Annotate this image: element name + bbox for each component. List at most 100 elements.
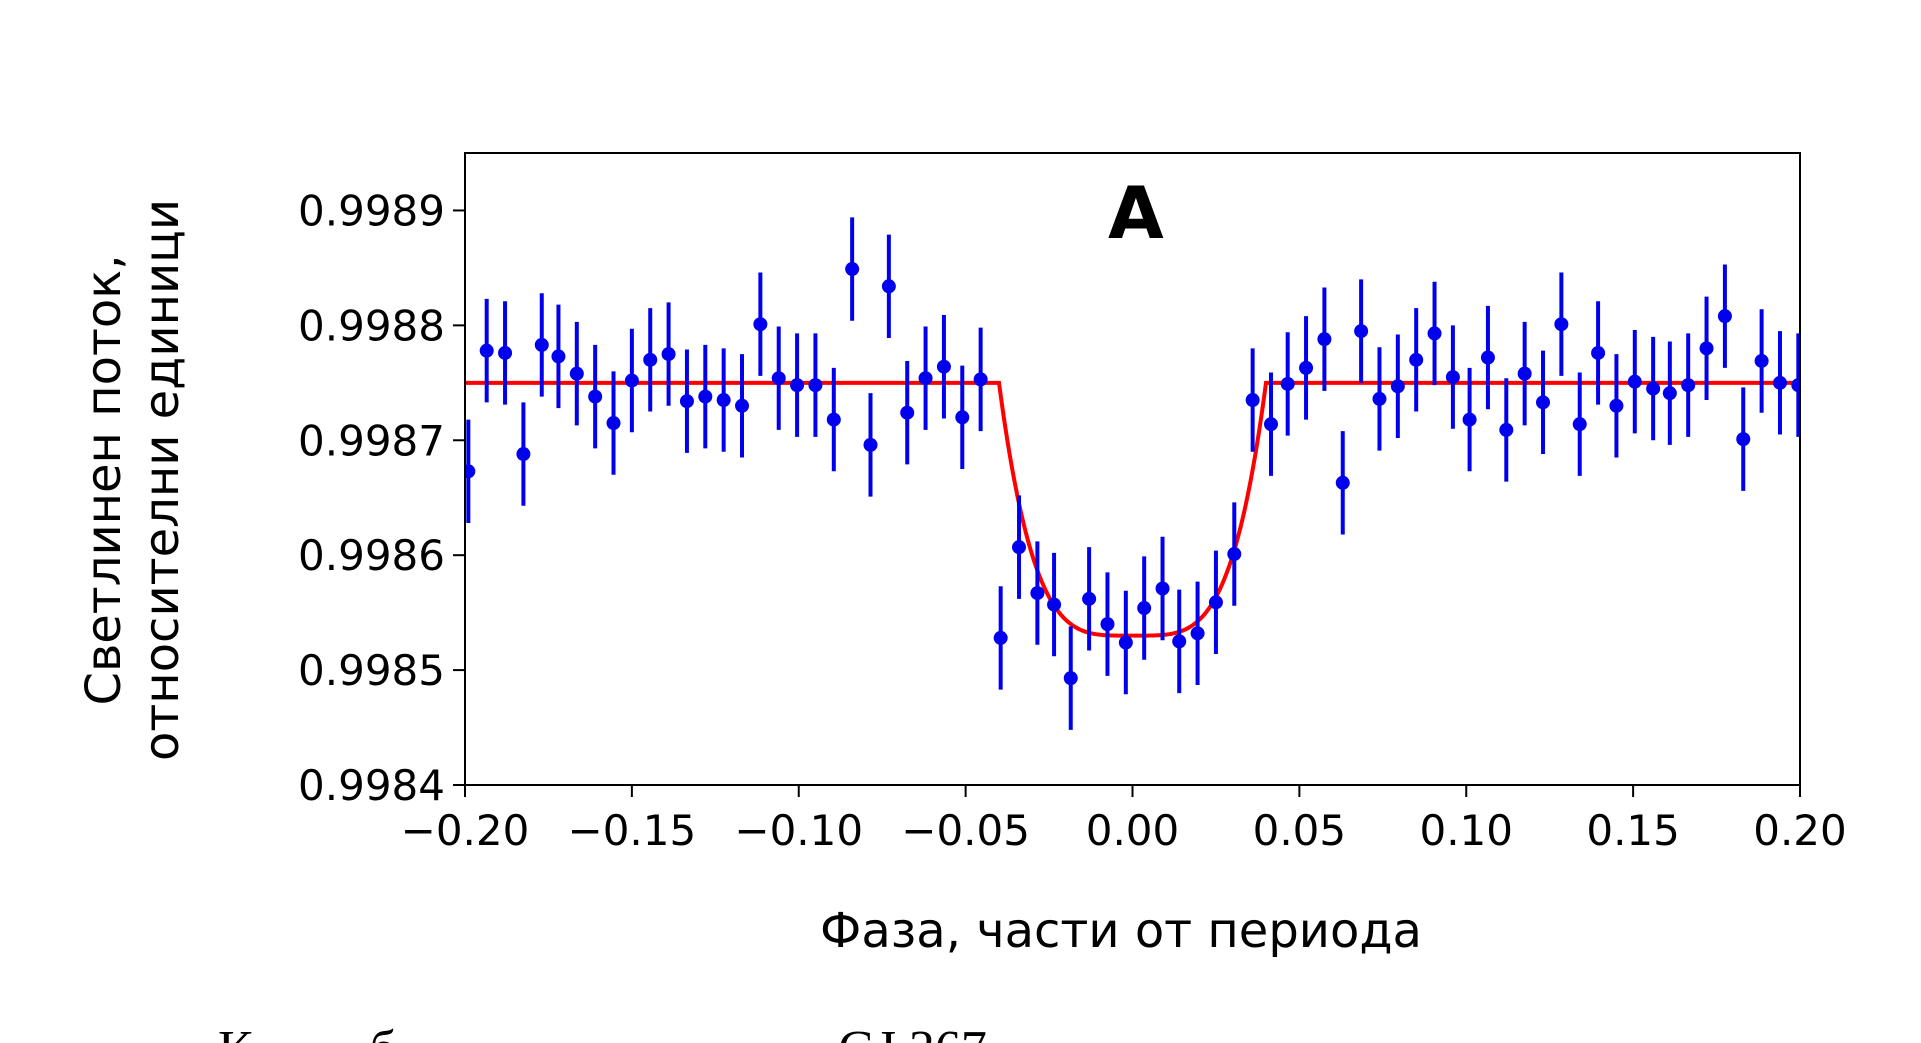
data-point <box>1190 626 1205 641</box>
data-point <box>1536 395 1551 410</box>
data-point <box>845 262 860 277</box>
data-point <box>1063 671 1078 686</box>
data-point <box>1317 332 1332 347</box>
data-point <box>1427 326 1442 341</box>
data-point <box>516 447 531 462</box>
data-point <box>569 366 584 381</box>
data-point <box>551 349 566 364</box>
data-point <box>1155 581 1170 596</box>
data-point <box>1681 378 1696 393</box>
x-tick-label: 0.20 <box>1753 806 1847 855</box>
data-point <box>771 371 786 386</box>
data-point <box>698 389 713 404</box>
y-axis-title-line2: относителни единици <box>134 199 190 761</box>
data-point <box>1462 412 1477 427</box>
y-tick-label: 0.9989 <box>298 186 445 235</box>
data-point <box>1227 547 1242 562</box>
data-point <box>753 317 768 332</box>
data-point <box>1754 353 1769 368</box>
data-point <box>1772 375 1787 390</box>
data-point <box>790 378 805 393</box>
x-tick-label: −0.10 <box>734 806 863 855</box>
data-point <box>900 405 915 420</box>
data-point <box>479 343 494 358</box>
data-point <box>498 345 513 360</box>
data-point <box>1208 595 1223 610</box>
data-point <box>606 416 621 431</box>
data-point <box>1390 379 1405 394</box>
data-point <box>1137 601 1152 616</box>
data-point <box>1372 391 1387 406</box>
data-point <box>735 398 750 413</box>
data-point <box>863 437 878 452</box>
data-point <box>679 394 694 409</box>
data-point <box>1082 591 1097 606</box>
x-tick-label: −0.20 <box>401 806 530 855</box>
data-point <box>1047 597 1062 612</box>
data-point <box>1480 350 1495 365</box>
data-point <box>1100 617 1115 632</box>
x-tick-label: 0.00 <box>1086 806 1180 855</box>
data-point <box>993 630 1008 645</box>
y-tick-label: 0.9985 <box>298 646 445 695</box>
y-axis-title-line1: Светлинен поток, <box>76 254 132 705</box>
data-point <box>1299 360 1314 375</box>
data-point <box>1409 352 1424 367</box>
x-axis-title: Фаза, части от периода <box>820 903 1422 959</box>
data-point <box>826 412 841 427</box>
data-point <box>643 352 658 367</box>
data-point <box>1736 432 1751 447</box>
data-point <box>936 359 951 374</box>
data-point <box>1012 540 1027 555</box>
data-point <box>1609 398 1624 413</box>
data-point <box>1517 366 1532 381</box>
data-point <box>1264 417 1279 432</box>
data-point <box>1591 345 1606 360</box>
data-point <box>1280 376 1295 391</box>
data-point <box>624 373 639 388</box>
data-point <box>588 389 603 404</box>
data-point <box>1335 475 1350 490</box>
data-point <box>534 337 549 352</box>
data-point <box>1572 417 1587 432</box>
data-points <box>465 217 1800 730</box>
y-tick-label: 0.9986 <box>298 531 445 580</box>
x-axis-ticks: −0.20 −0.15 −0.10 −0.05 0.00 0.05 0.10 0.15 0.20 <box>401 785 1847 855</box>
y-tick-label: 0.9988 <box>298 301 445 350</box>
data-point <box>918 371 933 386</box>
data-point <box>1499 422 1514 437</box>
data-point <box>1646 381 1661 396</box>
data-point <box>1627 374 1642 389</box>
panel-label: A <box>1108 171 1164 255</box>
data-point <box>973 372 988 387</box>
plot-area: −0.20 −0.15 −0.10 −0.05 0.00 0.05 0.10 0.15 0.20… <box>298 152 1847 855</box>
y-tick-label: 0.9984 <box>298 761 445 810</box>
data-point <box>1791 378 1800 393</box>
data-point <box>1172 634 1187 649</box>
caption-partial: К б GJ 367 <box>218 1021 987 1043</box>
y-axis-ticks: 0.9984 0.9985 0.9986 0.9987 0.9988 0.9989 <box>298 186 465 810</box>
data-point <box>881 279 896 294</box>
data-point <box>1717 309 1732 324</box>
data-point <box>1662 386 1677 401</box>
data-point <box>1699 341 1714 356</box>
data-point <box>1554 317 1569 332</box>
data-point <box>716 393 731 408</box>
data-point <box>661 347 676 362</box>
data-point <box>1445 370 1460 385</box>
x-tick-label: 0.15 <box>1586 806 1680 855</box>
y-tick-label: 0.9987 <box>298 416 445 465</box>
data-point <box>465 464 476 479</box>
data-point <box>1030 586 1045 601</box>
x-tick-label: 0.05 <box>1253 806 1347 855</box>
data-point <box>1245 393 1260 408</box>
x-tick-label: 0.10 <box>1419 806 1513 855</box>
data-point <box>808 378 823 393</box>
x-tick-label: −0.15 <box>568 806 697 855</box>
data-point <box>1354 324 1369 339</box>
data-point <box>1118 635 1133 650</box>
x-tick-label: −0.05 <box>901 806 1030 855</box>
data-point <box>955 410 970 425</box>
